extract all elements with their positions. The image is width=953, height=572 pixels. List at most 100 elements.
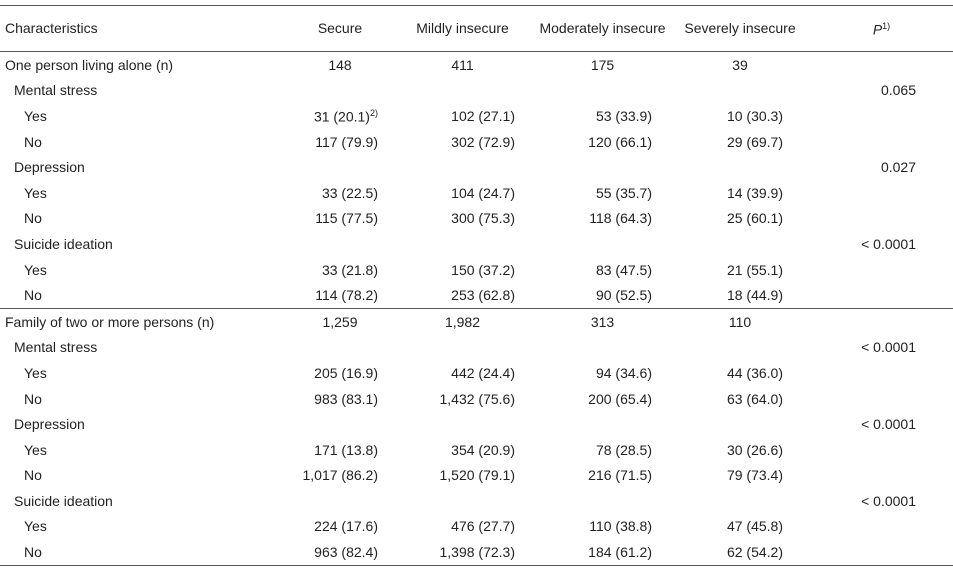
empty-cell xyxy=(290,488,390,514)
table-row: One person living alone (n) 148 411 175 39 xyxy=(0,52,953,78)
table-row: Suicide ideation < 0.0001 xyxy=(0,231,953,257)
value: 253 (62.8) xyxy=(451,287,515,304)
value: 33 (21.8) xyxy=(321,261,378,278)
table-row: Depression 0.027 xyxy=(0,154,953,180)
value: 114 (78.2) xyxy=(315,287,378,304)
value: 200 (65.4) xyxy=(588,390,652,407)
empty-cell xyxy=(390,231,535,257)
value-cell: 171 (13.8) xyxy=(290,437,390,463)
table-row: Depression < 0.0001 xyxy=(0,411,953,437)
value: 55 (35.7) xyxy=(595,184,652,201)
n-cell: 1,982 xyxy=(390,307,535,335)
value: 118 (64.3) xyxy=(589,210,652,227)
empty-cell xyxy=(290,78,390,104)
value-cell: 1,520 (79.1) xyxy=(390,463,535,489)
group-label: Family of two or more persons (n) xyxy=(0,307,290,335)
row-label: No xyxy=(0,463,290,489)
item-label: Suicide ideation xyxy=(0,488,290,514)
data-table: Characteristics Secure Mildly insecure Mode… xyxy=(0,5,953,566)
row-label: No xyxy=(0,206,290,232)
value-cell: 224 (17.6) xyxy=(290,514,390,540)
table-row: Yes 224 (17.6) 476 (27.7) 110 (38.8) 47 (45.… xyxy=(0,514,953,540)
value-cell: 29 (69.7) xyxy=(670,129,810,155)
value-cell: 63 (64.0) xyxy=(670,386,810,412)
p-cell: 0.027 xyxy=(810,154,953,180)
label: Yes xyxy=(24,261,47,278)
value: 102 (27.1) xyxy=(451,107,515,124)
p-cell: < 0.0001 xyxy=(810,488,953,514)
label: Family of two or more persons (n) xyxy=(5,313,215,330)
row-label: Yes xyxy=(0,437,290,463)
value-cell: 18 (44.9) xyxy=(670,282,810,308)
header-text: Secure xyxy=(317,20,363,36)
header-cell: Characteristics xyxy=(0,5,290,52)
empty-cell xyxy=(810,386,953,412)
header-cell: Severely insecure xyxy=(670,5,810,52)
value-cell: 14 (39.9) xyxy=(670,180,810,206)
item-label: Mental stress xyxy=(0,78,290,104)
value-cell: 94 (34.6) xyxy=(535,360,670,386)
value: 30 (26.6) xyxy=(726,441,783,458)
value-cell: 30 (26.6) xyxy=(670,437,810,463)
empty-cell xyxy=(535,335,670,361)
count: 110 xyxy=(728,313,752,330)
row-label: No xyxy=(0,386,290,412)
value-cell: 216 (71.5) xyxy=(535,463,670,489)
value-cell: 10 (30.3) xyxy=(670,103,810,129)
empty-cell xyxy=(810,206,953,232)
footnote-mark: 2) xyxy=(369,107,378,118)
value: 25 (60.1) xyxy=(726,210,783,227)
value: 53 (33.9) xyxy=(595,107,652,124)
label: No xyxy=(24,287,42,304)
label: Suicide ideation xyxy=(14,235,113,252)
empty-cell xyxy=(810,463,953,489)
value-cell: 78 (28.5) xyxy=(535,437,670,463)
value: 300 (75.3) xyxy=(451,210,515,227)
table-row: No 115 (77.5) 300 (75.3) 118 (64.3) 25 (60.1… xyxy=(0,206,953,232)
value-cell: 476 (27.7) xyxy=(390,514,535,540)
header-text: Characteristics xyxy=(5,20,98,36)
value: 205 (16.9) xyxy=(314,364,378,381)
value: 171 (13.8) xyxy=(314,441,378,458)
empty-cell xyxy=(535,411,670,437)
item-label: Depression xyxy=(0,154,290,180)
value-cell: 1,432 (75.6) xyxy=(390,386,535,412)
group-label: One person living alone (n) xyxy=(0,52,290,78)
empty-cell xyxy=(390,411,535,437)
label: Yes xyxy=(24,107,47,124)
empty-cell xyxy=(810,282,953,308)
value-cell: 25 (60.1) xyxy=(670,206,810,232)
n-cell: 411 xyxy=(390,52,535,78)
count: 39 xyxy=(732,56,748,73)
value-cell: 963 (82.4) xyxy=(290,539,390,566)
value-cell: 118 (64.3) xyxy=(535,206,670,232)
row-label: No xyxy=(0,539,290,566)
row-label: Yes xyxy=(0,360,290,386)
value: 63 (64.0) xyxy=(726,390,783,407)
row-label: Yes xyxy=(0,103,290,129)
value-cell: 120 (66.1) xyxy=(535,129,670,155)
p-header: P xyxy=(872,21,883,38)
header-cell: Secure xyxy=(290,5,390,52)
empty-cell xyxy=(390,154,535,180)
value-cell: 31 (20.1)2) xyxy=(290,103,390,129)
value-cell: 150 (37.2) xyxy=(390,257,535,283)
empty-cell xyxy=(810,103,953,129)
value: 33 (22.5) xyxy=(321,184,378,201)
value-cell: 983 (83.1) xyxy=(290,386,390,412)
label: One person living alone (n) xyxy=(5,56,174,73)
value: 62 (54.2) xyxy=(726,544,783,561)
value-cell: 442 (24.4) xyxy=(390,360,535,386)
table-row: Family of two or more persons (n) 1,259 1,… xyxy=(0,307,953,335)
value: 79 (73.4) xyxy=(726,467,783,484)
item-label: Mental stress xyxy=(0,335,290,361)
n-cell: 39 xyxy=(670,52,810,78)
n-cell: 175 xyxy=(535,52,670,78)
empty-cell xyxy=(810,539,953,566)
row-label: Yes xyxy=(0,180,290,206)
value-cell: 62 (54.2) xyxy=(670,539,810,566)
label: No xyxy=(24,210,42,227)
table-row: Yes 171 (13.8) 354 (20.9) 78 (28.5) 30 (26.6… xyxy=(0,437,953,463)
table-row: Yes 33 (21.8) 150 (37.2) 83 (47.5) 21 (55.1) xyxy=(0,257,953,283)
value-cell: 184 (61.2) xyxy=(535,539,670,566)
